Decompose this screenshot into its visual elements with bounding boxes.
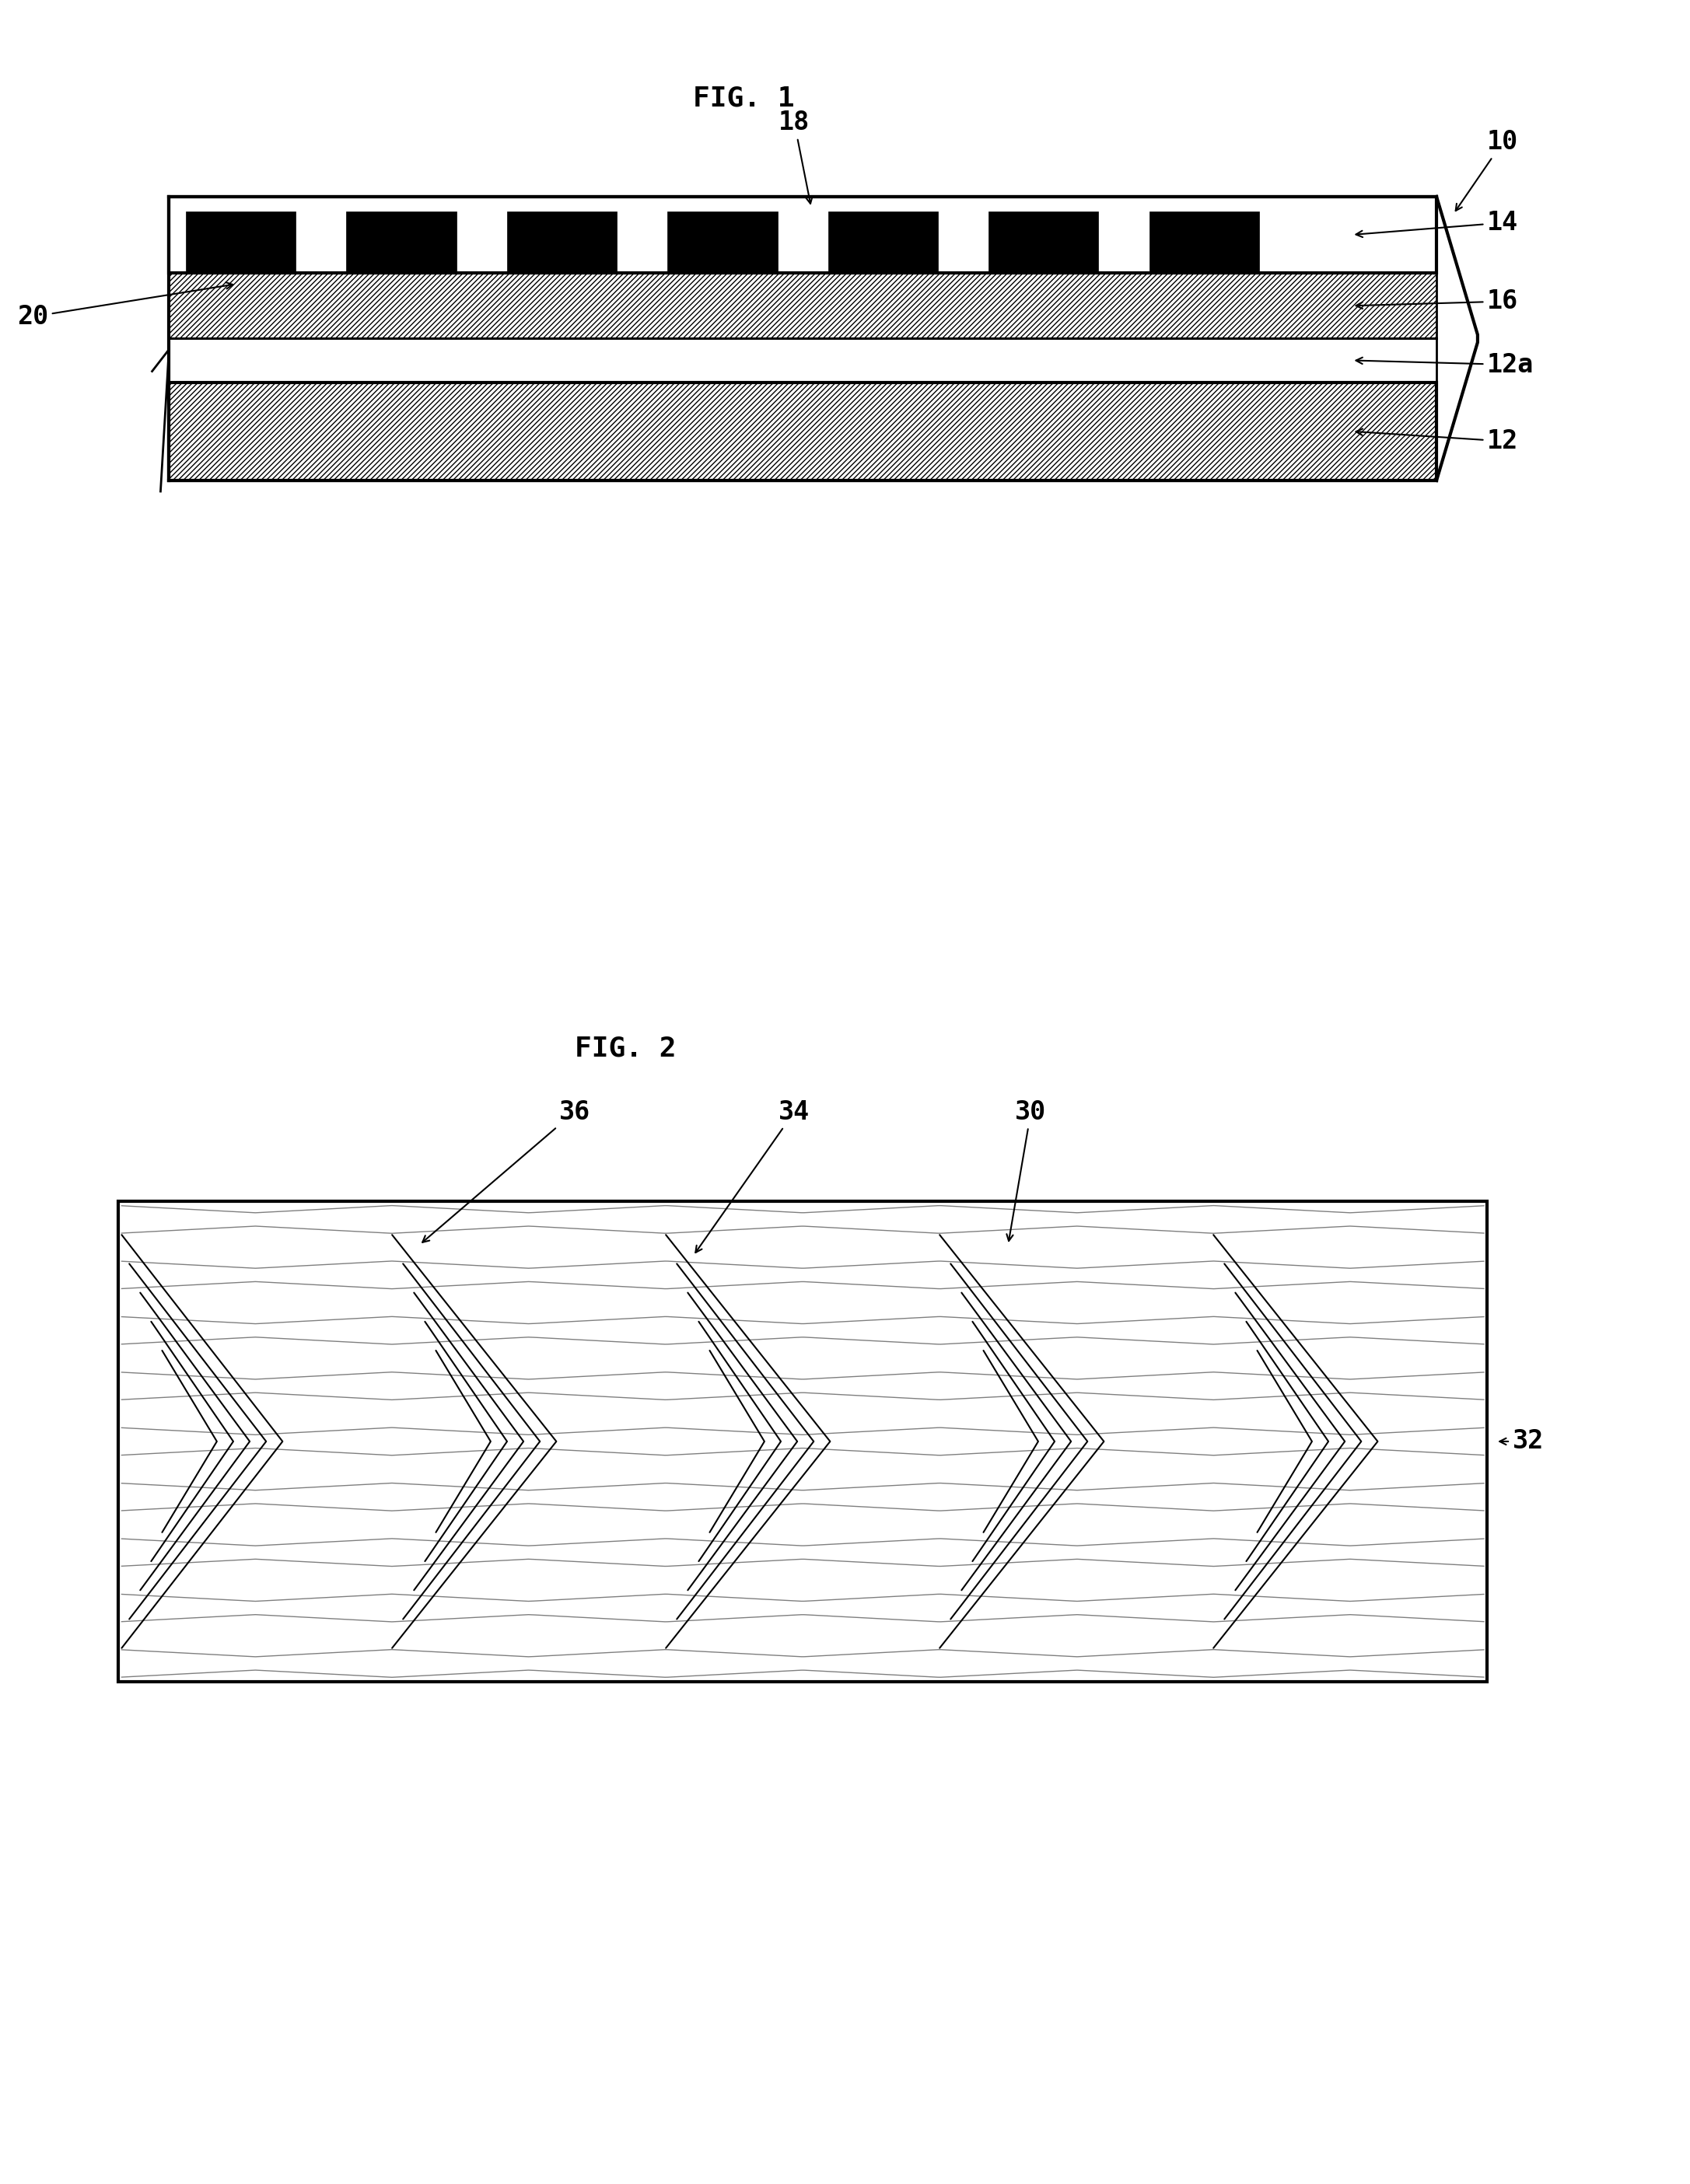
Text: FIG. 2: FIG. 2 — [575, 1035, 676, 1061]
Text: 20: 20 — [17, 282, 233, 330]
Text: 36: 36 — [422, 1099, 590, 1243]
Bar — [169, 382, 1436, 480]
Bar — [186, 212, 296, 273]
Text: 30: 30 — [1007, 1099, 1046, 1241]
Bar — [989, 212, 1098, 273]
Text: 12a: 12a — [1355, 352, 1535, 378]
Bar — [828, 212, 938, 273]
Bar — [507, 212, 617, 273]
Text: 16: 16 — [1355, 288, 1519, 314]
Text: 12: 12 — [1355, 428, 1519, 454]
Text: 18: 18 — [779, 109, 813, 203]
Bar — [1149, 212, 1259, 273]
Text: 32: 32 — [1499, 1428, 1545, 1455]
Bar — [169, 197, 1436, 273]
Bar — [118, 1201, 1487, 1682]
Text: 34: 34 — [696, 1099, 810, 1254]
Bar — [668, 212, 777, 273]
Text: FIG. 1: FIG. 1 — [693, 85, 794, 111]
Text: 14: 14 — [1355, 210, 1519, 238]
Bar — [169, 273, 1436, 339]
Bar — [169, 339, 1436, 382]
Text: 10: 10 — [1455, 129, 1519, 212]
Bar — [346, 212, 456, 273]
